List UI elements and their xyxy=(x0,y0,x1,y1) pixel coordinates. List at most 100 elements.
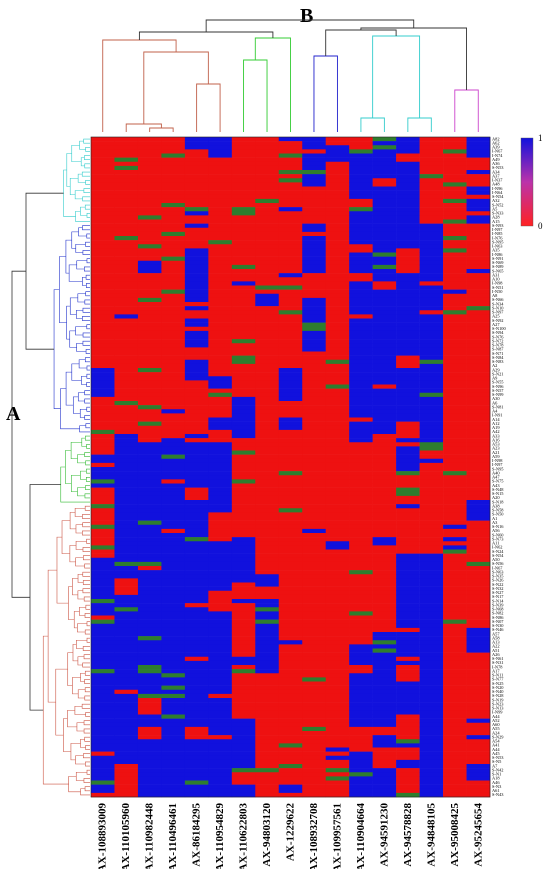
heatmap-cell xyxy=(184,137,209,142)
heatmap-cell xyxy=(302,747,327,752)
heatmap-cell xyxy=(255,446,280,451)
heatmap-cell xyxy=(396,343,420,348)
heatmap-cell xyxy=(91,413,115,418)
heatmap-cell xyxy=(278,636,303,641)
row-label: A82 xyxy=(492,136,500,141)
heatmap-cell xyxy=(114,627,139,633)
heatmap-cell xyxy=(91,417,115,422)
heatmap-cell xyxy=(325,743,350,748)
row-label: I-N96 xyxy=(492,186,503,191)
heatmap-cell xyxy=(137,211,162,216)
heatmap-cell xyxy=(231,376,256,381)
heatmap-cell xyxy=(91,665,115,670)
heatmap-cell xyxy=(91,396,115,402)
heatmap-cell xyxy=(396,405,420,410)
heatmap-cell xyxy=(278,516,303,521)
heatmap-cell xyxy=(91,314,115,319)
heatmap-cell xyxy=(114,269,139,274)
heatmap-cell xyxy=(372,512,397,517)
heatmap-cell xyxy=(231,170,256,175)
heatmap-cell xyxy=(255,442,280,447)
dendrogram-link xyxy=(76,309,83,319)
row-label: S-N1 xyxy=(492,772,501,777)
heatmap-cell xyxy=(396,623,420,629)
heatmap-cell xyxy=(302,520,327,526)
heatmap-cell xyxy=(325,698,350,703)
heatmap-cell xyxy=(349,640,373,645)
heatmap-cell xyxy=(137,702,162,707)
heatmap-cell xyxy=(396,182,420,187)
heatmap-cell xyxy=(208,462,233,468)
heatmap-cell xyxy=(302,194,327,200)
heatmap-cell xyxy=(278,788,303,794)
heatmap-cell xyxy=(349,714,373,719)
heatmap-cell xyxy=(137,376,162,381)
heatmap-cell xyxy=(443,409,467,414)
heatmap-cell xyxy=(231,244,256,249)
heatmap-cell xyxy=(443,363,467,369)
heatmap-cell xyxy=(466,396,491,402)
heatmap-cell xyxy=(349,256,373,262)
row-label: A8 xyxy=(492,293,498,298)
heatmap-cell xyxy=(161,405,186,410)
dendrogram-link xyxy=(67,652,73,686)
heatmap-cell xyxy=(161,648,186,653)
heatmap-cell xyxy=(137,359,162,365)
heatmap-cell xyxy=(208,145,233,150)
heatmap-cell xyxy=(231,215,256,220)
heatmap-cell xyxy=(114,636,139,641)
heatmap-cell xyxy=(396,207,420,212)
heatmap-cell xyxy=(91,363,115,369)
heatmap-cell xyxy=(302,421,327,427)
heatmap-cell xyxy=(325,706,350,711)
heatmap-cell xyxy=(325,776,350,781)
heatmap-cell xyxy=(443,322,467,328)
dendrogram-link xyxy=(86,382,90,387)
heatmap-cell xyxy=(466,182,491,187)
heatmap-cell xyxy=(137,623,162,629)
heatmap-cell xyxy=(255,632,280,637)
heatmap-cell xyxy=(137,541,162,546)
heatmap-cell xyxy=(184,141,209,146)
heatmap-cell xyxy=(278,710,303,715)
heatmap-cell xyxy=(91,405,115,410)
heatmap-cell xyxy=(161,149,186,154)
heatmap-cell xyxy=(419,376,444,381)
heatmap-cell xyxy=(91,607,115,612)
heatmap-cell xyxy=(443,500,467,505)
heatmap-cell xyxy=(184,281,209,286)
heatmap-cell xyxy=(302,574,327,579)
heatmap-cell xyxy=(255,739,280,744)
heatmap-cell xyxy=(91,603,115,608)
heatmap-cell xyxy=(231,446,256,451)
row-label: I-N98 xyxy=(492,281,503,286)
heatmap-cell xyxy=(325,297,350,303)
heatmap-cell xyxy=(255,516,280,521)
heatmap-cell xyxy=(466,450,491,455)
heatmap-cell xyxy=(137,491,162,497)
heatmap-cell xyxy=(419,669,444,674)
heatmap-cell xyxy=(208,244,233,249)
heatmap-cell xyxy=(302,656,327,662)
heatmap-cell xyxy=(325,619,350,625)
heatmap-cell xyxy=(443,269,467,274)
heatmap-cell xyxy=(231,351,256,356)
heatmap-cell xyxy=(466,368,491,373)
heatmap-cell xyxy=(278,561,303,567)
heatmap-cell xyxy=(137,198,162,204)
heatmap-cell xyxy=(466,458,491,464)
heatmap-cell xyxy=(278,157,303,163)
heatmap-cell xyxy=(302,467,327,472)
heatmap-cell xyxy=(255,693,280,699)
heatmap-cell xyxy=(349,223,373,229)
heatmap-cell xyxy=(396,244,420,249)
heatmap-cell xyxy=(349,747,373,752)
heatmap-cell xyxy=(372,326,397,332)
heatmap-cell xyxy=(255,462,280,468)
heatmap-cell xyxy=(91,652,115,658)
dendrogram-link xyxy=(85,274,90,280)
heatmap-cell xyxy=(278,755,303,761)
heatmap-cell xyxy=(419,689,444,695)
heatmap-cell xyxy=(325,722,350,728)
heatmap-cell xyxy=(114,557,139,563)
